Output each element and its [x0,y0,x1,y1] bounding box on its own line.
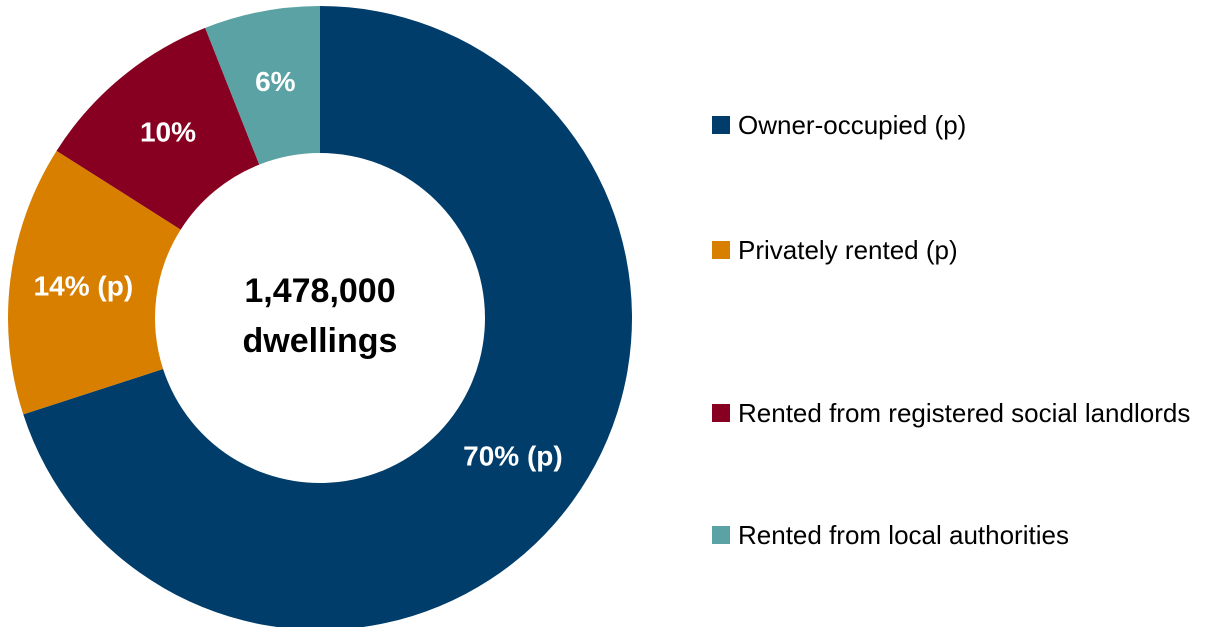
legend-item: Privately rented (p) [712,232,1202,268]
legend-label: Rented from registered social landlords [738,398,1191,428]
legend-item: Rented from local authorities [712,517,1202,553]
legend-label: Rented from local authorities [738,520,1069,550]
data-label: 6% [255,66,296,97]
chart: 70% (p) 14% (p) 10% 6% 1,478,000 dwellings [8,6,632,627]
legend-swatch [712,526,730,544]
center-label: 1,478,000 [244,272,395,310]
legend-item: Rented from registered social landlords [712,395,1202,431]
slice [23,6,632,627]
legend-label: Privately rented (p) [738,235,958,265]
legend-swatch [712,116,730,134]
data-label: 14% (p) [34,270,134,301]
legend-item: Owner-occupied (p) [712,107,1202,143]
data-label: 70% (p) [463,441,563,472]
slice [205,6,320,165]
legend-label: Owner-occupied (p) [738,110,967,140]
legend-swatch [712,404,730,422]
slice [8,150,181,415]
data-label: 10% [140,117,196,148]
legend-swatch [712,241,730,259]
center-label: dwellings [243,322,398,360]
slice [56,27,260,230]
